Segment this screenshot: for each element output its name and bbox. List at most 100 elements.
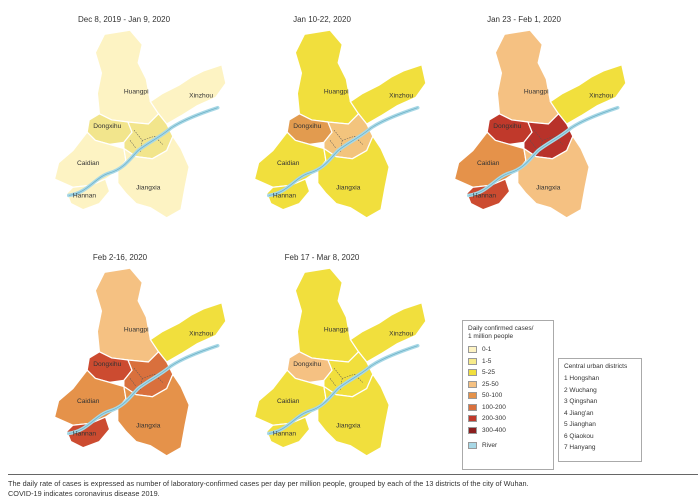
label-hannan: Hannan (73, 430, 97, 437)
legend-swatch (468, 392, 477, 400)
district-jiangxia (517, 134, 590, 219)
district-jiangxia (117, 134, 190, 219)
legend-river-label: River (482, 442, 498, 450)
panel-title: Feb 17 - Mar 8, 2020 (285, 253, 360, 262)
district-item: 4 Jiang'an (564, 409, 594, 417)
label-jiangxia: Jiangxia (336, 184, 361, 191)
legend-label: 200-300 (482, 415, 506, 423)
panel-title: Dec 8, 2019 - Jan 9, 2020 (78, 15, 171, 24)
district-huangpi (94, 29, 160, 125)
legend-item: 0-1 (468, 344, 548, 356)
label-huangpi: Huangpi (524, 88, 549, 95)
label-huangpi: Huangpi (324, 326, 349, 333)
label-xinzhou: Xinzhou (189, 92, 213, 99)
label-dongxihu: Dongxihu (293, 361, 321, 368)
label-dongxihu: Dongxihu (493, 123, 521, 130)
label-dongxihu: Dongxihu (93, 361, 121, 368)
legend-item: 25-50 (468, 379, 548, 391)
legend-swatch (468, 369, 477, 377)
legend-title-line2: 1 million people (468, 333, 514, 340)
map-panel-p2: Huangpi Xinzhou Dongxihu Caidian Hannan Jiang… (253, 29, 427, 219)
legend-label: 5-25 (482, 369, 496, 377)
panel-title: Jan 23 - Feb 1, 2020 (487, 15, 561, 24)
legend-title-line1: Daily confirmed cases/ (468, 325, 534, 332)
river-swatch (468, 442, 477, 450)
label-xinzhou: Xinzhou (389, 92, 413, 99)
legend-swatch (468, 415, 477, 423)
label-jiangxia: Jiangxia (336, 422, 361, 429)
label-dongxihu: Dongxihu (293, 123, 321, 130)
district-huangpi (94, 267, 160, 363)
label-xinzhou: Xinzhou (189, 330, 213, 337)
figure-caption: The daily rate of cases is expressed as … (8, 474, 698, 498)
legend-item: 200-300 (468, 413, 548, 425)
districts-title: Central urban districts (564, 363, 628, 370)
map-panel-p1: Huangpi Xinzhou Dongxihu Caidian Hannan Jiang… (53, 29, 227, 219)
legend-swatch (468, 426, 477, 434)
label-caidian: Caidian (477, 160, 500, 167)
legend-item: 50-100 (468, 390, 548, 402)
label-hannan: Hannan (273, 192, 297, 199)
legend-item: 5-25 (468, 367, 548, 379)
district-dongxihu (86, 113, 133, 146)
legend-swatch (468, 357, 477, 365)
legend-label: 100-200 (482, 403, 506, 411)
map-panel-p5: Huangpi Xinzhou Dongxihu Caidian Hannan Jiang… (253, 267, 427, 457)
district-dongxihu (86, 351, 133, 384)
label-caidian: Caidian (277, 160, 300, 167)
district-xinzhou (349, 302, 427, 363)
district-huangpi (294, 29, 360, 125)
label-caidian: Caidian (277, 398, 300, 405)
label-xinzhou: Xinzhou (389, 330, 413, 337)
label-hannan: Hannan (273, 430, 297, 437)
district-xinzhou (149, 302, 227, 363)
river-edge (268, 345, 418, 434)
legend-label: 1-5 (482, 357, 492, 365)
district-dongxihu (286, 351, 333, 384)
label-caidian: Caidian (77, 160, 100, 167)
river-edge (68, 345, 218, 434)
wuhan-maps: Dec 8, 2019 - Jan 9, 2020 Huangpi Xinzhou D… (53, 15, 627, 457)
legend-label: 300-400 (482, 426, 506, 434)
label-xinzhou: Xinzhou (589, 92, 613, 99)
legend-label: 50-100 (482, 392, 503, 400)
daily-cases-legend: Daily confirmed cases/ 1 million people … (462, 320, 554, 470)
label-jiangxia: Jiangxia (136, 184, 161, 191)
district-item: 5 Jianghan (564, 421, 596, 428)
label-caidian: Caidian (77, 398, 100, 405)
label-huangpi: Huangpi (324, 88, 349, 95)
district-jiangxia (317, 134, 390, 219)
river-edge (268, 107, 418, 196)
legend-item: 100-200 (468, 402, 548, 414)
district-huangpi (494, 29, 560, 125)
legend-label: 25-50 (482, 380, 499, 388)
label-dongxihu: Dongxihu (93, 123, 121, 130)
map-panel-p3: Huangpi Xinzhou Dongxihu Caidian Hannan Jiang… (453, 29, 627, 219)
river-edge (468, 107, 618, 196)
district-item: 1 Hongshan (564, 375, 600, 382)
legend-swatch (468, 403, 477, 411)
central-districts-legend: Central urban districts 1 Hongshan 2 Wuch… (558, 358, 642, 462)
label-jiangxia: Jiangxia (536, 184, 561, 191)
caption-line1: The daily rate of cases is expressed as … (8, 479, 529, 488)
district-item: 7 Hanyang (564, 444, 596, 451)
legend-item: 300-400 (468, 425, 548, 437)
district-huangpi (294, 267, 360, 363)
river-edge (68, 107, 218, 196)
label-huangpi: Huangpi (124, 88, 149, 95)
district-xinzhou (149, 64, 227, 125)
panel-title: Feb 2-16, 2020 (93, 253, 148, 262)
label-jiangxia: Jiangxia (136, 422, 161, 429)
label-huangpi: Huangpi (124, 326, 149, 333)
district-jiangxia (117, 372, 190, 457)
district-item: 2 Wuchang (564, 386, 597, 394)
legend-title: Daily confirmed cases/ 1 million people (468, 325, 548, 341)
legend-swatch (468, 346, 477, 354)
district-jiangxia (317, 372, 390, 457)
district-xinzhou (549, 64, 627, 125)
label-hannan: Hannan (473, 192, 497, 199)
legend-item: 1-5 (468, 356, 548, 368)
legend-swatch (468, 380, 477, 388)
district-dongxihu (286, 113, 333, 146)
district-item: 3 Qingshan (564, 398, 598, 405)
